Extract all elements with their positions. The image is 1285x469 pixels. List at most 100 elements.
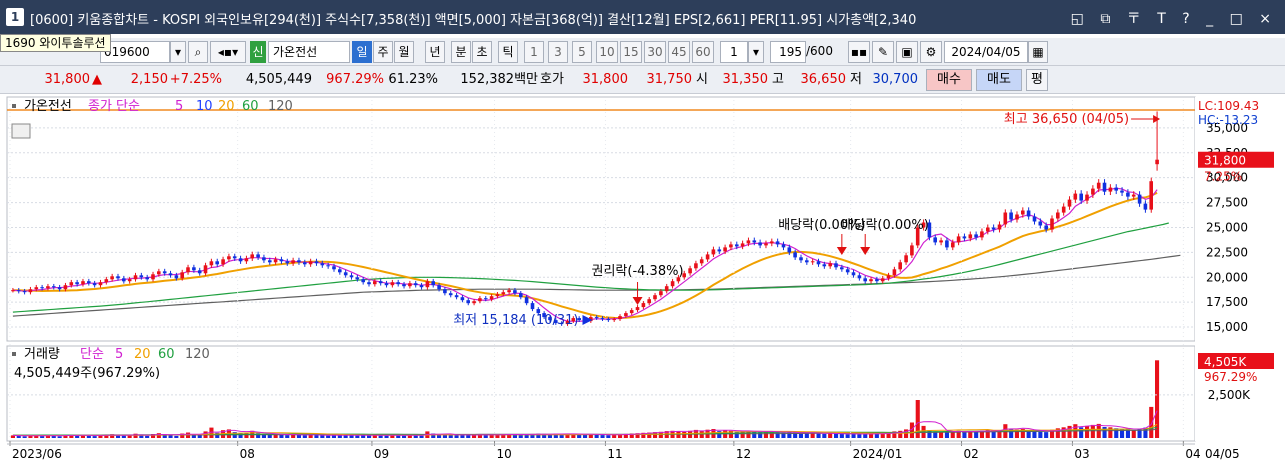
period-year-tab[interactable]: 년 (425, 41, 445, 63)
count-input[interactable]: 195 (770, 41, 806, 63)
window-title: [0600] 키움종합차트 - KOSPI 외국인보유[294(천)] 주식수[… (30, 13, 917, 28)
candle-body (845, 269, 850, 273)
code-dropdown-icon[interactable]: ▾ (170, 41, 186, 63)
candle-body (770, 241, 774, 244)
buy-button[interactable]: 매수 (926, 69, 972, 91)
quote-bar: 31,800 ▲ 2,150 +7.25% 4,505,449 967.29% … (0, 66, 1285, 94)
multiplier-input[interactable]: 1 (720, 41, 748, 63)
volume-bar (734, 431, 739, 438)
volume-bar (168, 435, 173, 438)
candle-body (402, 284, 406, 287)
candle-body (530, 303, 535, 310)
candle-body (746, 240, 751, 244)
volume-bar (863, 434, 868, 438)
speaker-icon[interactable]: ◂▪▾ (210, 41, 246, 63)
candle-body (851, 272, 856, 276)
candle-body (980, 231, 984, 238)
volume-bar (407, 434, 412, 438)
turnover-rate: 61.23% (388, 72, 438, 87)
volume-bar (583, 434, 588, 438)
candle-body (1056, 212, 1060, 219)
candle-body (431, 281, 435, 286)
volume-bar (454, 435, 459, 438)
volume-bar (40, 436, 45, 438)
hoga-label: 호가 (540, 72, 564, 87)
candle-body (810, 261, 815, 263)
candle-body (180, 272, 184, 279)
volume-bar (466, 434, 471, 438)
volume-bar (594, 434, 599, 438)
volume-bar (320, 435, 325, 438)
chart-legends: 가온전선 종가 단순 5 10 20 60 120 거래량 단순 5 20 60 120 4,505,44… (11, 99, 293, 381)
candle-body (1102, 182, 1107, 192)
candle-body (221, 259, 225, 265)
calendar-icon[interactable]: ▦ (1028, 41, 1048, 63)
candle-body (513, 290, 517, 294)
volume-bar (577, 434, 582, 438)
candle-body (87, 281, 91, 284)
draw-tool-icon[interactable]: ✎ (872, 41, 894, 63)
interval-button[interactable]: 10 (596, 41, 618, 63)
candle-body (425, 281, 430, 288)
candle-body (647, 299, 651, 304)
stock-code-input[interactable]: 019600 (100, 41, 170, 63)
average-button[interactable]: 평 (1026, 69, 1048, 91)
volume-bar (886, 432, 891, 438)
gear-icon[interactable]: ⚙ (920, 41, 942, 63)
volume-bar (1050, 429, 1055, 438)
volume-bar (629, 433, 634, 438)
candle-body (629, 310, 634, 314)
window-controls[interactable]: ◱ ⧉ 〒 T ? _ □ × (1070, 11, 1277, 27)
period-week-tab[interactable]: 주 (373, 41, 393, 63)
candle-body (326, 265, 330, 267)
search-icon[interactable]: ⌕ (188, 41, 208, 63)
candle-body (361, 279, 365, 283)
candle-body (46, 286, 50, 289)
volume-bar (495, 434, 500, 438)
candle-body (664, 286, 669, 292)
volume-legend-marker (12, 352, 16, 356)
sell-button[interactable]: 매도 (976, 69, 1022, 91)
candle-body (209, 261, 214, 266)
price-tick-label: 30,000 (1206, 171, 1248, 185)
volume-legend-ma-period: 60 (158, 347, 175, 362)
candle-body (764, 243, 768, 246)
volume-bar (1125, 429, 1130, 438)
current-price: 31,800 (44, 72, 91, 87)
date-input[interactable]: 2024/04/05 (944, 41, 1028, 63)
candle-body (1137, 194, 1142, 204)
volume-bar (361, 435, 366, 438)
volume-bar (238, 433, 243, 438)
period-second-tab[interactable]: 초 (472, 41, 492, 63)
candle-body (927, 222, 932, 238)
multiplier-dropdown-icon[interactable]: ▾ (748, 41, 764, 63)
period-day-tab[interactable]: 일 (352, 41, 372, 63)
candle-body (466, 300, 470, 304)
candle-body (192, 267, 196, 271)
volume-bar (635, 433, 640, 438)
candle-body (122, 278, 126, 282)
volume-bar (34, 435, 39, 438)
interval-button[interactable]: 1 (524, 41, 544, 63)
interval-button[interactable]: 3 (548, 41, 568, 63)
volume-bar (302, 435, 307, 438)
period-month-tab[interactable]: 월 (394, 41, 414, 63)
period-tick-tab[interactable]: 틱 (498, 41, 518, 63)
candle-body (915, 227, 920, 246)
interval-button[interactable]: 30 (644, 41, 666, 63)
stock-name-field: 가온전선 (268, 41, 350, 63)
compare-icon[interactable]: ▪▪ (848, 41, 870, 63)
interval-button[interactable]: 60 (692, 41, 714, 63)
save-icon[interactable]: ▣ (896, 41, 918, 63)
interval-button[interactable]: 5 (572, 41, 592, 63)
volume-bar (547, 434, 552, 438)
price-tick-label: 27,500 (1206, 196, 1248, 210)
interval-button[interactable]: 45 (668, 41, 690, 63)
candle-body (408, 283, 412, 287)
candle-body (303, 262, 307, 265)
interval-button[interactable]: 15 (620, 41, 642, 63)
period-minute-tab[interactable]: 분 (451, 41, 471, 63)
candle-body (501, 292, 506, 295)
candle-body (1021, 210, 1025, 215)
